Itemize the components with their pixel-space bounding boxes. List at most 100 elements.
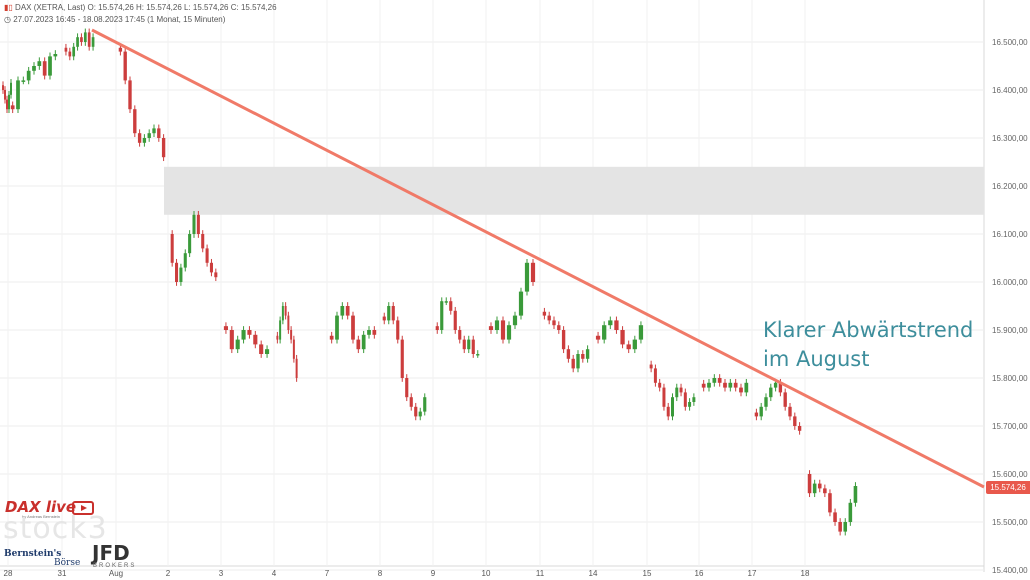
candle (152, 128, 156, 134)
candle (118, 47, 123, 52)
candlestick-icon: ▮▯ (4, 3, 13, 12)
x-axis: 28 31 Aug 2 3 4 7 8 9 10 11 14 15 16 17 18 (4, 569, 810, 578)
candle (614, 320, 619, 330)
candle (183, 253, 187, 268)
candle (848, 502, 853, 522)
candle (223, 326, 228, 330)
candle (524, 262, 530, 292)
candle (759, 406, 763, 417)
candle (542, 311, 547, 316)
candle (72, 46, 76, 57)
header-range: 27.07.2023 16:45 - 18.08.2023 17:45 (1 M… (13, 15, 226, 24)
candle (87, 32, 91, 47)
candle (157, 128, 161, 138)
candle (142, 138, 147, 143)
candle (494, 320, 500, 330)
candle (506, 325, 512, 340)
candle (241, 330, 246, 340)
stock3-logo: stock3 (3, 511, 108, 546)
x-tick-label: 11 (536, 569, 545, 578)
candle (602, 325, 607, 340)
candle (797, 426, 802, 431)
candle (838, 522, 842, 532)
candle (68, 51, 72, 57)
candle (247, 330, 252, 335)
candle (170, 234, 174, 263)
candle (409, 397, 413, 407)
candle (692, 397, 696, 402)
candle (764, 397, 768, 407)
y-tick-label: 15.600,00 (992, 470, 1028, 479)
candle (279, 320, 282, 340)
candle (561, 330, 566, 350)
candle (387, 306, 391, 321)
candle (123, 51, 127, 81)
candle (793, 416, 797, 426)
candle (788, 406, 792, 417)
candle (253, 334, 258, 345)
candle (295, 358, 298, 378)
candle (783, 392, 787, 407)
jfd-brokers-label: BROKERS (93, 563, 137, 569)
x-tick-label: 31 (58, 569, 67, 578)
candle (8, 94, 10, 110)
candle (744, 382, 749, 393)
candle (361, 334, 366, 350)
x-tick-label: 2 (166, 569, 171, 578)
candle (683, 392, 687, 407)
candle (833, 512, 837, 522)
annotation-line-1: Klarer Abwärtstrend (763, 318, 974, 342)
candles (2, 28, 858, 536)
play-icon (72, 501, 94, 515)
candle (649, 364, 653, 369)
x-tick-label: 9 (431, 569, 436, 578)
y-tick-label: 15.500,00 (992, 518, 1028, 527)
candle (571, 358, 575, 369)
candle (405, 378, 409, 398)
candle (530, 262, 536, 282)
candle (449, 301, 453, 311)
candle (512, 315, 518, 326)
candle (444, 301, 448, 303)
candle (853, 486, 858, 503)
header-ohlc: DAX (XETRA, Last) O: 15.574,26 H: 15.574… (15, 3, 277, 12)
candle (137, 133, 142, 143)
candle (658, 382, 662, 388)
candle (471, 339, 475, 354)
candle (196, 214, 200, 234)
candle (707, 382, 711, 388)
y-tick-label: 16.400,00 (992, 86, 1028, 95)
y-axis: 15.400,00 15.500,00 15.600,00 15.700,00 15.8… (992, 38, 1028, 575)
candle (6, 99, 8, 110)
jfd-logo: JFD (92, 541, 130, 565)
candle (10, 105, 15, 110)
candle (4, 90, 6, 100)
candle (10, 82, 12, 95)
candle (276, 335, 279, 340)
x-tick-label: 17 (748, 569, 757, 578)
dax-live-logo: DAX live (5, 498, 77, 516)
candle (367, 330, 371, 335)
candle (418, 411, 422, 417)
candle (76, 37, 79, 47)
y-tick-label: 16.000,00 (992, 278, 1028, 287)
bernstein-logo: Bernstein's (4, 549, 62, 559)
candle (32, 66, 36, 71)
candle (335, 315, 339, 340)
candle (83, 32, 87, 42)
y-tick-label: 16.200,00 (992, 182, 1028, 191)
y-tick-label: 15.800,00 (992, 374, 1028, 383)
boerse-logo: Börse (54, 558, 81, 568)
candle (626, 344, 631, 350)
x-tick-label: 14 (589, 569, 598, 578)
candle (423, 397, 427, 412)
y-tick-label: 15.700,00 (992, 422, 1028, 431)
candle (351, 315, 355, 340)
x-tick-label: 10 (482, 569, 491, 578)
candle (214, 272, 218, 278)
candle (817, 483, 822, 489)
candle (372, 330, 377, 335)
last-price-tag: 15.574,26 (986, 481, 1030, 494)
candle (557, 325, 561, 330)
